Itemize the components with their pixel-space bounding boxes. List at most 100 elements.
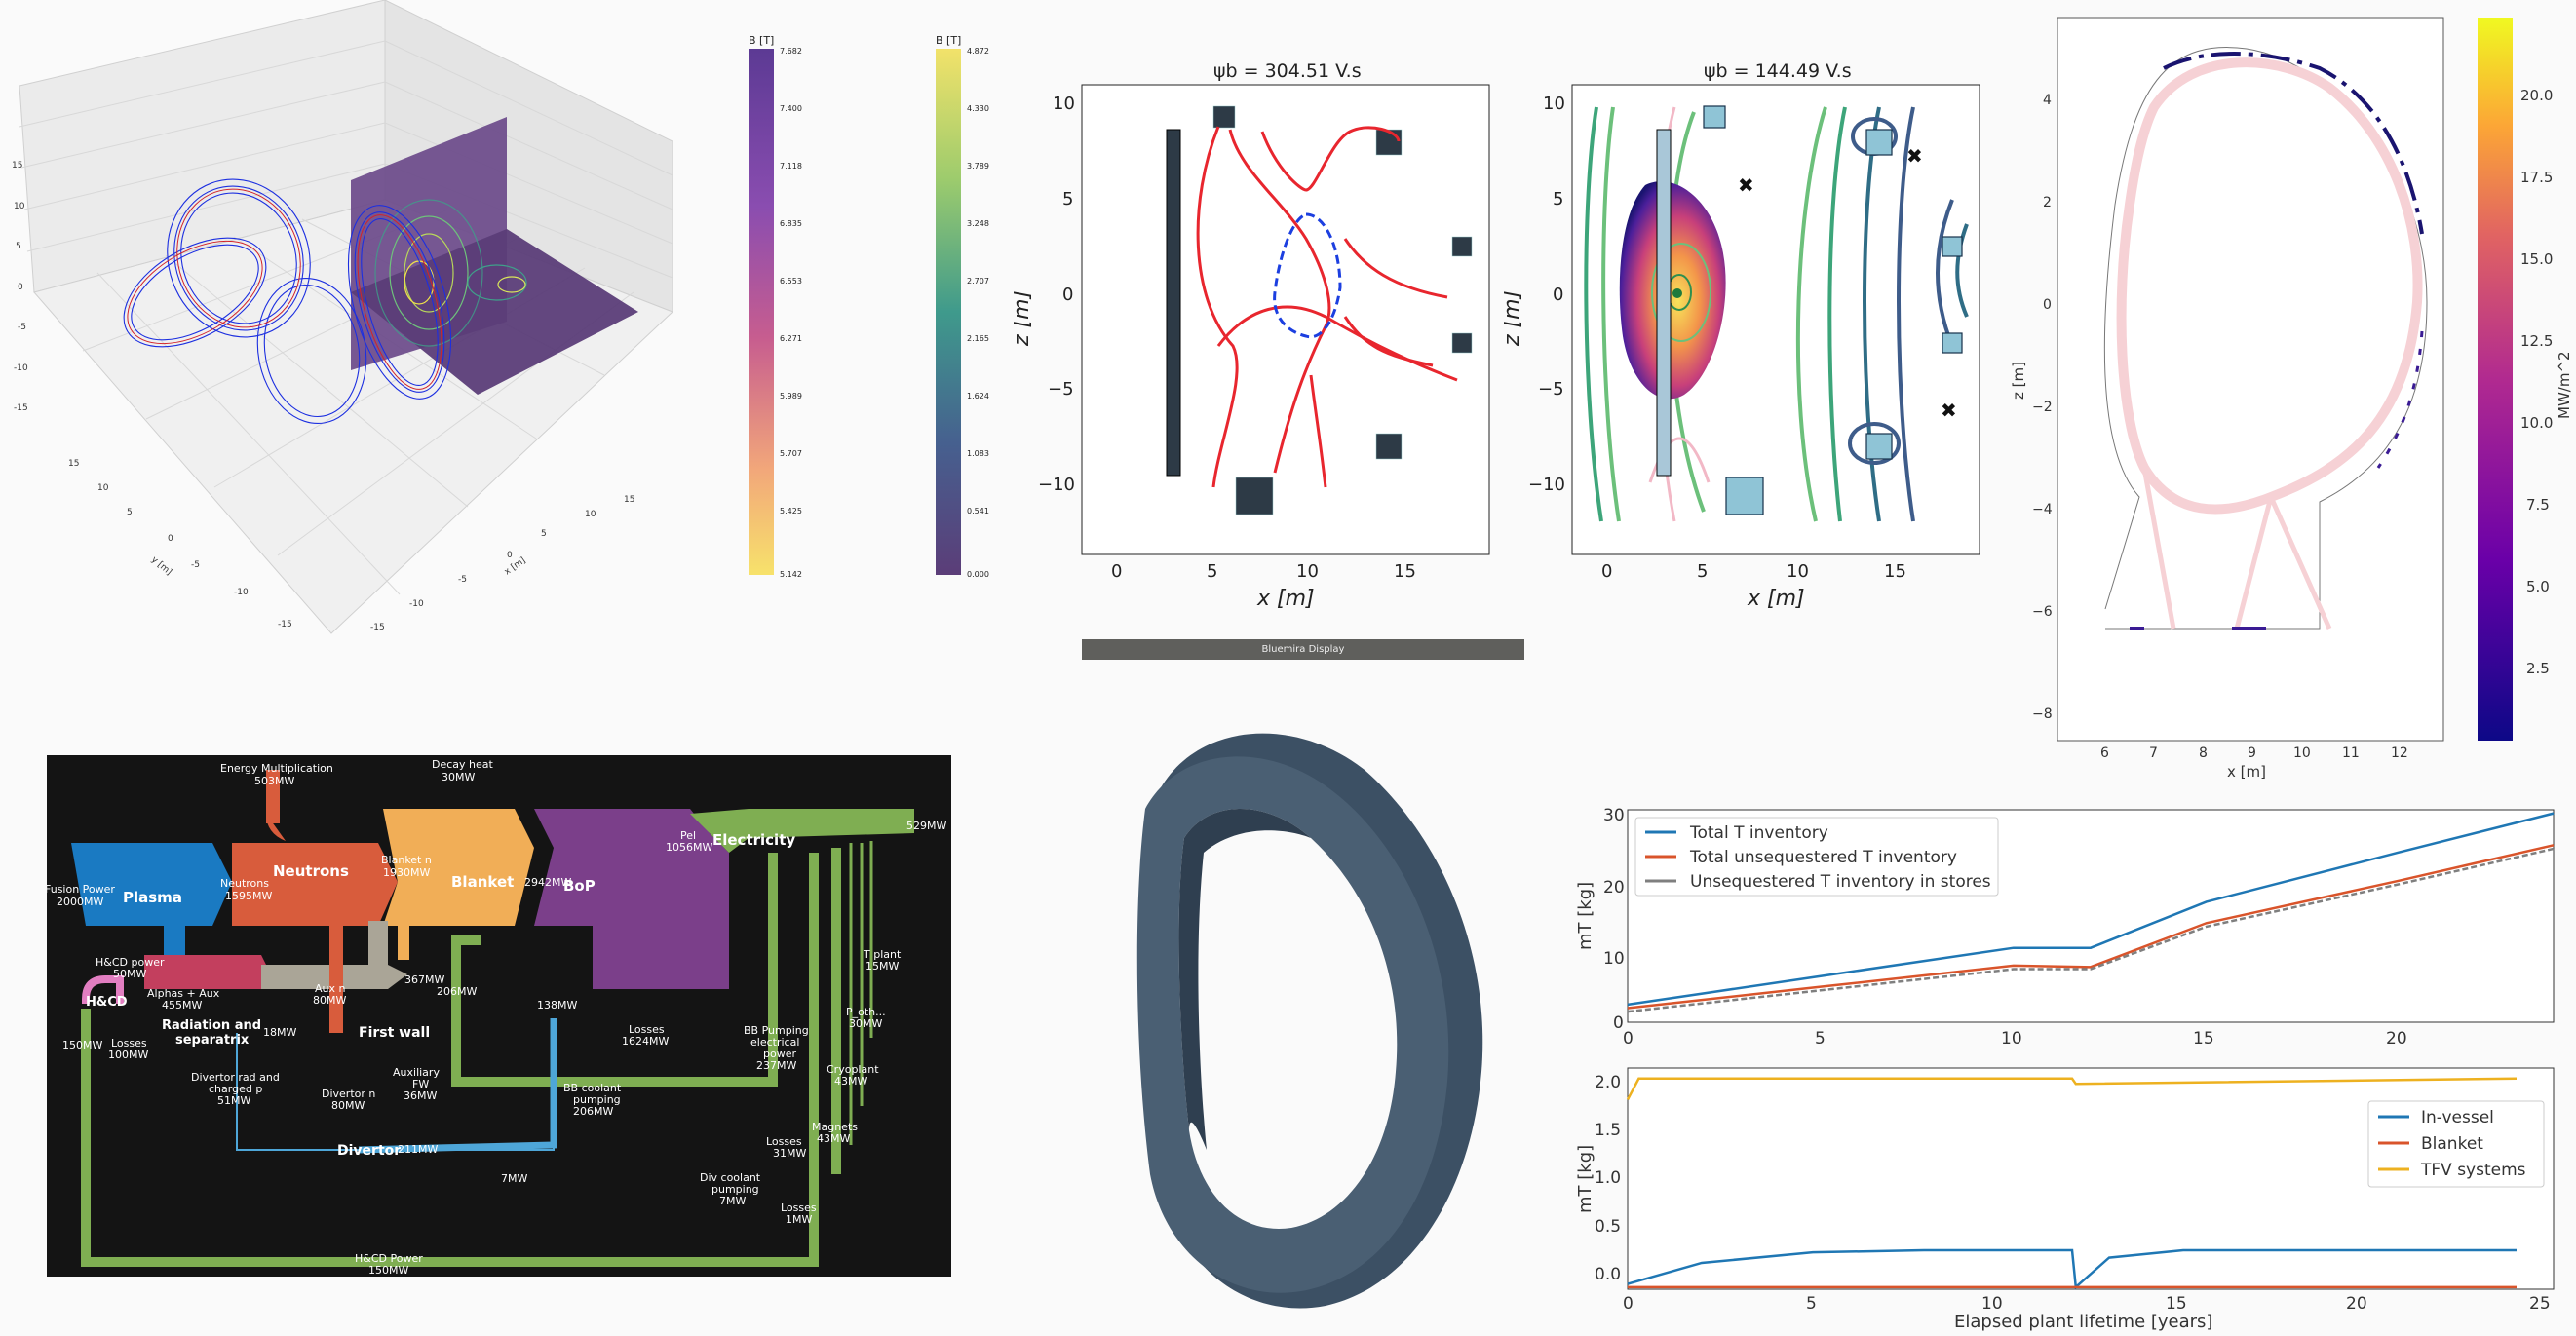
heat-axes [2057, 17, 2444, 742]
eq1-pf-coil [1235, 477, 1274, 515]
sankey-radiation-node [144, 955, 271, 989]
colorbar-b1-tick: 7.118 [780, 162, 802, 171]
sankey-value: 36MW [404, 1089, 437, 1102]
tinv-top-xtick: 15 [2193, 1029, 2214, 1048]
tf-coil-3d [1092, 702, 1501, 1325]
eq1-ytick: −10 [1038, 475, 1075, 495]
axes3d-xtick: 15 [624, 495, 634, 505]
sankey-label: Magnets [812, 1121, 858, 1133]
eq1-ytick: 10 [1053, 94, 1075, 114]
eq1-ylabel: z [m] [1014, 290, 1034, 347]
heat-xlabel: x [m] [2227, 763, 2266, 780]
sankey-value: 529MW [906, 820, 946, 832]
sankey-label: Neutrons [220, 877, 269, 890]
tinv-top-ytick: 30 [1603, 806, 1625, 825]
eq2-pf-coil [1703, 105, 1726, 129]
axes3d-ytick: 0 [168, 534, 173, 544]
heat-colorbar-tick: 15.0 [2520, 250, 2553, 268]
sankey-label: Aux n [315, 982, 346, 995]
heat-colorbar [2478, 18, 2513, 741]
sankey-value: 1056MW [666, 841, 712, 854]
tinv-bottom-xtick: 15 [2166, 1294, 2187, 1314]
sankey-blanket-node [383, 809, 534, 926]
axes3d-ytick: 10 [97, 483, 109, 493]
sankey-label: Losses [629, 1023, 665, 1036]
tinv-bottom-xtick: 25 [2529, 1294, 2551, 1314]
heat-ytick: −8 [2032, 706, 2053, 722]
eq2-title: ψb = 144.49 V.s [1704, 60, 1852, 82]
sankey-value: 43MW [834, 1075, 867, 1088]
tinv-top-xtick: 20 [2386, 1029, 2407, 1048]
series-line-unsequestered-t-inventory-in-stores [1627, 847, 2555, 1013]
tinv-bottom-legend-item: TFV systems [2420, 1161, 2526, 1180]
heat-ytick: 0 [2043, 297, 2052, 313]
eq2-magnetic-axis [1672, 288, 1682, 298]
heat-xtick: 9 [2248, 745, 2256, 761]
axes3d-ylabel: y [m] [149, 555, 173, 578]
eq1-ytick: 0 [1062, 285, 1073, 305]
tinv-bottom-xtick: 0 [1623, 1294, 1634, 1314]
tinv-top-ytick: 20 [1603, 878, 1625, 897]
axes3d-xtick: 5 [541, 529, 547, 539]
sankey-label: Alphas + Aux [147, 987, 220, 1000]
sankey-value: 15MW [865, 960, 899, 973]
eq1-xtick: 5 [1207, 561, 1217, 582]
power-sankey: Energy Multiplication 503MW Decay heat 3… [45, 755, 951, 1277]
tinv-bottom-ytick: 0.0 [1595, 1265, 1621, 1284]
sankey-value: 43MW [817, 1132, 850, 1145]
eq2-plasma [1619, 181, 1726, 400]
coil-3d-svg: 15 10 5 0 -5 -10 -15 15 10 5 0 -5 -10 -1… [12, 0, 673, 634]
sankey-bop-node [534, 809, 729, 989]
colorbar-b1-bar [749, 49, 774, 575]
eq2-xpoint-marker: ✖ [1941, 399, 1957, 422]
sankey-node-label: First wall [359, 1025, 430, 1041]
tinv-top-ytick: 0 [1613, 1013, 1624, 1033]
tinv-top-legend [1634, 817, 1999, 897]
sankey-value: 51MW [217, 1094, 250, 1107]
sankey-value: 503MW [254, 775, 294, 787]
eq1-xtick: 0 [1111, 561, 1122, 582]
eq2-central-solenoid [1656, 129, 1672, 477]
heat-colorbar-tick: 17.5 [2520, 169, 2553, 186]
sankey-value: 50MW [113, 968, 146, 980]
sankey-value: 138MW [537, 999, 577, 1012]
tinv-top-xtick: 5 [1815, 1029, 1826, 1048]
axes3d-ytick: 15 [68, 459, 79, 469]
sankey-label: Losses [766, 1135, 802, 1148]
axes3d-ztick: 10 [14, 202, 25, 211]
sankey-value: 1930MW [383, 866, 430, 879]
sankey-label: power [763, 1048, 796, 1060]
sankey-value: 80MW [331, 1099, 365, 1112]
eq2-pf-coil [1725, 477, 1764, 515]
eq1-ytick: 5 [1062, 189, 1073, 210]
sankey-label: Pel [680, 829, 696, 842]
tinv-top-ytick: 10 [1603, 949, 1625, 969]
sankey-value: 206MW [437, 985, 477, 998]
colorbar-b2-tick: 2.707 [967, 277, 989, 286]
heat-xtick: 10 [2293, 745, 2311, 761]
colorbar-b2-tick: 3.248 [967, 219, 989, 228]
sankey-value: 18MW [263, 1026, 296, 1039]
sankey-node-label: BoP [563, 877, 596, 895]
colorbar-b1-tick: 7.400 [780, 104, 802, 113]
axes3d-ytick: -15 [278, 620, 292, 630]
colorbar-b2-label: B [T] [936, 34, 961, 47]
heat-xtick: 6 [2100, 745, 2109, 761]
eq2-pf-coil [1865, 129, 1893, 156]
sankey-label: Divertor n [322, 1088, 375, 1100]
sankey-label: Div coolant [700, 1171, 761, 1184]
eq2-pf-coil [1942, 332, 1963, 354]
sankey-label: BB Pumping [744, 1024, 809, 1037]
sankey-value: 30MW [849, 1017, 882, 1030]
axes3d-xtick: 0 [507, 551, 513, 560]
colorbar-b1-tick: 5.707 [780, 449, 802, 458]
bluemira-display-bar[interactable]: Bluemira Display [1082, 639, 1524, 660]
colorbar-b2-tick: 2.165 [967, 334, 989, 343]
sankey-label: Decay heat [432, 758, 494, 771]
sankey-label: Losses [781, 1202, 817, 1214]
tinv-top-legend-item: Total T inventory [1689, 823, 1828, 843]
sankey-node-label: Neutrons [273, 862, 349, 880]
eq1-ytick: −5 [1048, 379, 1074, 400]
sankey-value: 2942MW [524, 876, 571, 889]
colorbar-b2-tick: 4.330 [967, 104, 989, 113]
